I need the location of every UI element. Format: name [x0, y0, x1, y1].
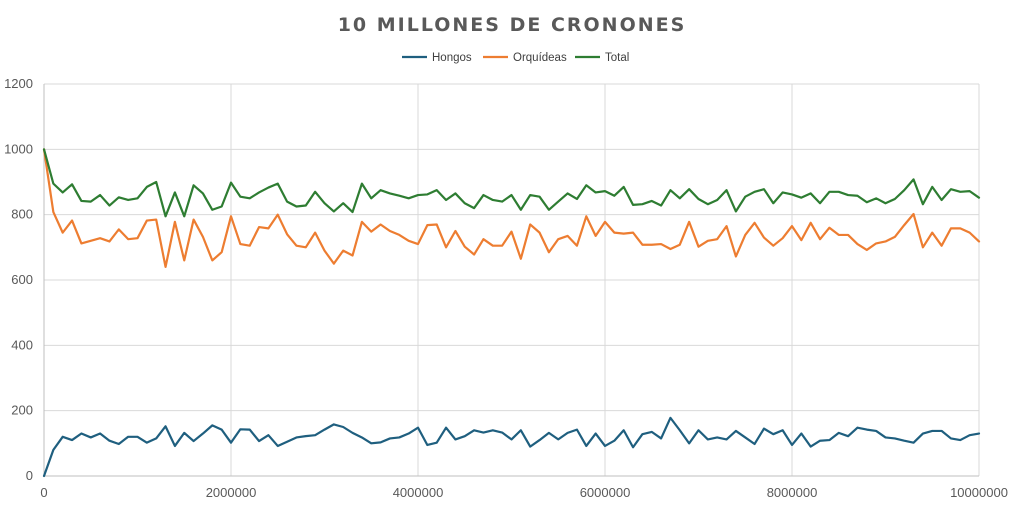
series-line-hongos [42, 416, 981, 478]
legend-label: Hongos [432, 52, 472, 64]
y-tick-label: 1000 [4, 141, 33, 156]
y-tick-label: 0 [26, 468, 33, 483]
x-tick-label: 0 [40, 485, 47, 500]
x-tick-label: 8000000 [767, 485, 818, 500]
legend-label: Total [605, 52, 629, 64]
y-tick-label: 200 [11, 403, 33, 418]
legend-label: Orquídeas [513, 52, 567, 64]
x-tick-label: 2000000 [206, 485, 257, 500]
series-line-orquideas [42, 148, 981, 269]
legend-item: Orquídeas [483, 52, 567, 64]
y-tick-label: 800 [11, 207, 33, 222]
y-tick-label: 600 [11, 272, 33, 287]
legend-item: Hongos [402, 52, 472, 64]
y-tick-label: 1200 [4, 76, 33, 91]
x-tick-label: 4000000 [393, 485, 444, 500]
x-tick-label: 10000000 [950, 485, 1008, 500]
y-tick-label: 400 [11, 337, 33, 352]
x-tick-label: 6000000 [580, 485, 631, 500]
x-axis-ticks: 0 2000000 4000000 6000000 8000000 10000000 [40, 485, 1008, 500]
series-line-total [42, 148, 981, 218]
chart-title: 10 MILLONES DE CRONONES [338, 14, 687, 36]
legend-item: Total [575, 52, 629, 64]
grid [43, 83, 980, 477]
legend: Hongos Orquídeas Total [402, 52, 629, 64]
y-axis-ticks: 0 200 400 600 800 1000 1200 [4, 76, 33, 483]
plot-area [42, 148, 981, 478]
